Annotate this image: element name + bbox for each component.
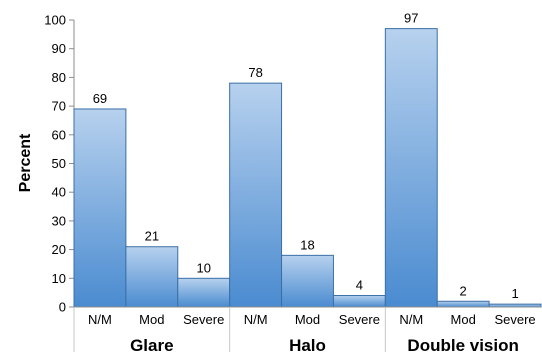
bar — [281, 254, 334, 308]
bar-value-label: 2 — [460, 283, 467, 298]
y-tick-label: 100 — [44, 13, 66, 28]
y-tick-label: 30 — [52, 213, 66, 228]
x-axis: N/M Mod Severe Glare N/M Mod Severe Halo N/M Mod S… — [73, 306, 541, 355]
x-tick-label: Severe — [183, 312, 224, 327]
y-tick-label: 80 — [52, 70, 66, 85]
x-tick-label: Severe — [339, 312, 380, 327]
bar-value-label: 4 — [356, 278, 363, 293]
x-tick-label: N/M — [399, 312, 423, 327]
y-tick-label: 50 — [52, 156, 66, 171]
bar-value-label: 1 — [511, 286, 518, 301]
group-label: Double vision — [407, 336, 518, 355]
bar — [436, 300, 490, 308]
bar-value-label: 18 — [300, 237, 314, 252]
y-tick-label: 90 — [52, 41, 66, 56]
x-tick-label: N/M — [244, 312, 268, 327]
y-tick-label: 70 — [52, 99, 66, 114]
bar-value-label: 97 — [404, 11, 418, 26]
bar — [73, 108, 127, 308]
y-tick-label: 40 — [52, 185, 66, 200]
bar-value-label: 21 — [145, 229, 159, 244]
bar — [177, 277, 231, 308]
x-tick-label: Mod — [139, 312, 164, 327]
x-tick-label: N/M — [88, 312, 112, 327]
y-tick-label: 0 — [59, 300, 66, 315]
y-tick-label: 10 — [52, 271, 66, 286]
bar-value-label: 69 — [93, 91, 107, 106]
bar — [125, 246, 179, 308]
y-tick-label: 60 — [52, 127, 66, 142]
group-label: Glare — [130, 336, 173, 355]
bar — [229, 82, 283, 308]
y-axis: 0 10 20 30 40 50 60 70 80 90 100 — [44, 13, 75, 315]
y-axis-title: Percent — [17, 133, 34, 192]
x-tick-label: Mod — [451, 312, 476, 327]
group-label: Halo — [289, 336, 326, 355]
bar — [384, 28, 438, 308]
x-tick-label: Mod — [295, 312, 320, 327]
x-tick-label: Severe — [494, 312, 535, 327]
bar — [332, 295, 386, 308]
y-tick-label: 20 — [52, 242, 66, 257]
bar-value-label: 10 — [196, 260, 210, 275]
bar-value-label: 78 — [248, 65, 262, 80]
